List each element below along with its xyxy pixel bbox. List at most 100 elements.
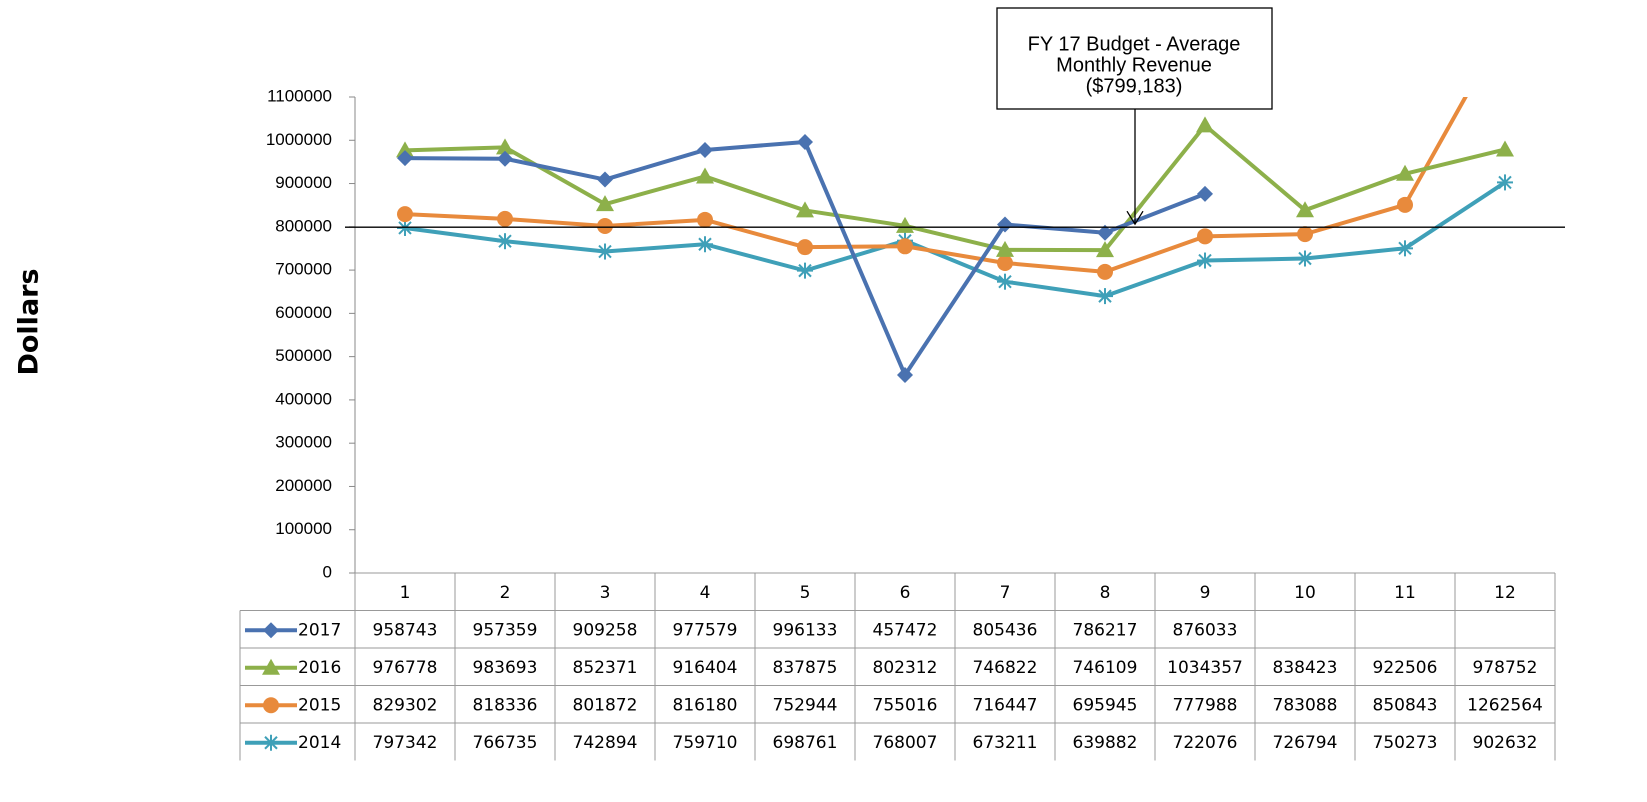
table-value: 909258	[573, 620, 638, 640]
x-tick-label: 10	[1294, 583, 1316, 603]
table-value: 673211	[973, 733, 1038, 753]
table-value: 802312	[873, 658, 938, 678]
table-value: 726794	[1273, 733, 1338, 753]
table-value: 916404	[673, 658, 738, 678]
marker	[896, 216, 914, 233]
table-value: 958743	[373, 620, 438, 640]
marker	[697, 236, 713, 253]
table-value: 457472	[873, 620, 938, 640]
table-value: 983693	[473, 658, 538, 678]
x-tick-label: 6	[900, 583, 911, 603]
marker	[496, 138, 514, 155]
marker	[1297, 250, 1313, 267]
marker	[1497, 19, 1513, 35]
marker	[1497, 174, 1513, 191]
table-value: 768007	[873, 733, 938, 753]
table-value: 742894	[573, 733, 638, 753]
table-value: 818336	[473, 695, 538, 715]
table-value: 922506	[1373, 658, 1438, 678]
table-value: 716447	[973, 695, 1038, 715]
x-tick-label: 12	[1494, 583, 1516, 603]
marker	[1197, 252, 1213, 269]
marker	[1097, 288, 1113, 305]
table-value: 746109	[1073, 658, 1138, 678]
y-axis-label: Dollars	[14, 268, 45, 375]
y-tick-label: 500000	[275, 346, 332, 365]
table-value: 755016	[873, 695, 938, 715]
table-value: 976778	[373, 658, 438, 678]
table-value: 752944	[773, 695, 838, 715]
y-tick-label: 1100000	[267, 86, 332, 105]
y-tick-label: 0	[323, 562, 332, 581]
x-tick-label: 5	[800, 583, 811, 603]
table-value: 639882	[1073, 733, 1138, 753]
marker	[497, 150, 513, 167]
y-tick-label: 200000	[275, 476, 332, 495]
marker	[262, 658, 280, 675]
y-tick-label: 700000	[275, 260, 332, 279]
marker	[1097, 263, 1113, 280]
marker	[1197, 185, 1213, 202]
table-value: 852371	[573, 658, 638, 678]
marker	[596, 195, 614, 212]
table-value: 766735	[473, 733, 538, 753]
marker	[1396, 164, 1414, 181]
table-value: 1034357	[1167, 658, 1243, 678]
table-value: 816180	[673, 695, 738, 715]
marker	[796, 201, 814, 218]
x-tick-label: 9	[1200, 583, 1211, 603]
marker	[697, 141, 713, 158]
table-value: 805436	[973, 620, 1038, 640]
marker	[263, 622, 279, 639]
legend-label: 2016	[298, 658, 341, 678]
y-tick-label: 1000000	[266, 130, 332, 149]
marker	[1297, 226, 1313, 243]
legend-label: 2014	[298, 733, 341, 753]
marker	[1296, 201, 1314, 218]
marker	[597, 171, 613, 188]
table-value: 722076	[1173, 733, 1238, 753]
marker	[397, 219, 413, 236]
y-tick-label: 400000	[275, 389, 332, 408]
marker	[397, 150, 413, 167]
marker	[997, 254, 1013, 271]
x-tick-label: 8	[1100, 583, 1111, 603]
marker	[797, 133, 813, 150]
marker	[1196, 116, 1214, 133]
table-value: 957359	[473, 620, 538, 640]
marker	[997, 216, 1013, 233]
legend-label: 2017	[298, 620, 341, 640]
marker	[996, 240, 1014, 257]
marker	[497, 233, 513, 250]
table-value: 977579	[673, 620, 738, 640]
table-value: 996133	[773, 620, 838, 640]
marker	[396, 141, 414, 158]
table-value: 978752	[1473, 658, 1538, 678]
table-value: 902632	[1473, 733, 1538, 753]
annotation-arrowhead	[1126, 210, 1144, 226]
table-value: 876033	[1173, 620, 1238, 640]
marker	[1397, 240, 1413, 257]
plot-area	[396, 19, 1514, 384]
y-tick-label: 100000	[275, 519, 332, 538]
marker	[1197, 228, 1213, 245]
table-value: 750273	[1373, 733, 1438, 753]
table-value: 829302	[373, 695, 438, 715]
marker	[897, 238, 913, 255]
marker	[1397, 196, 1413, 213]
x-tick-label: 3	[600, 583, 611, 603]
marker	[263, 697, 279, 714]
y-tick-label: 900000	[275, 173, 332, 192]
x-tick-label: 11	[1394, 583, 1416, 603]
y-tick-label: 300000	[275, 433, 332, 452]
y-tick-label: 800000	[275, 216, 332, 235]
marker	[397, 206, 413, 223]
marker	[897, 367, 913, 384]
series-line	[404, 97, 1468, 274]
marker	[497, 210, 513, 227]
marker	[696, 167, 714, 184]
marker	[797, 262, 813, 279]
table-value: 837875	[773, 658, 838, 678]
marker	[597, 218, 613, 235]
